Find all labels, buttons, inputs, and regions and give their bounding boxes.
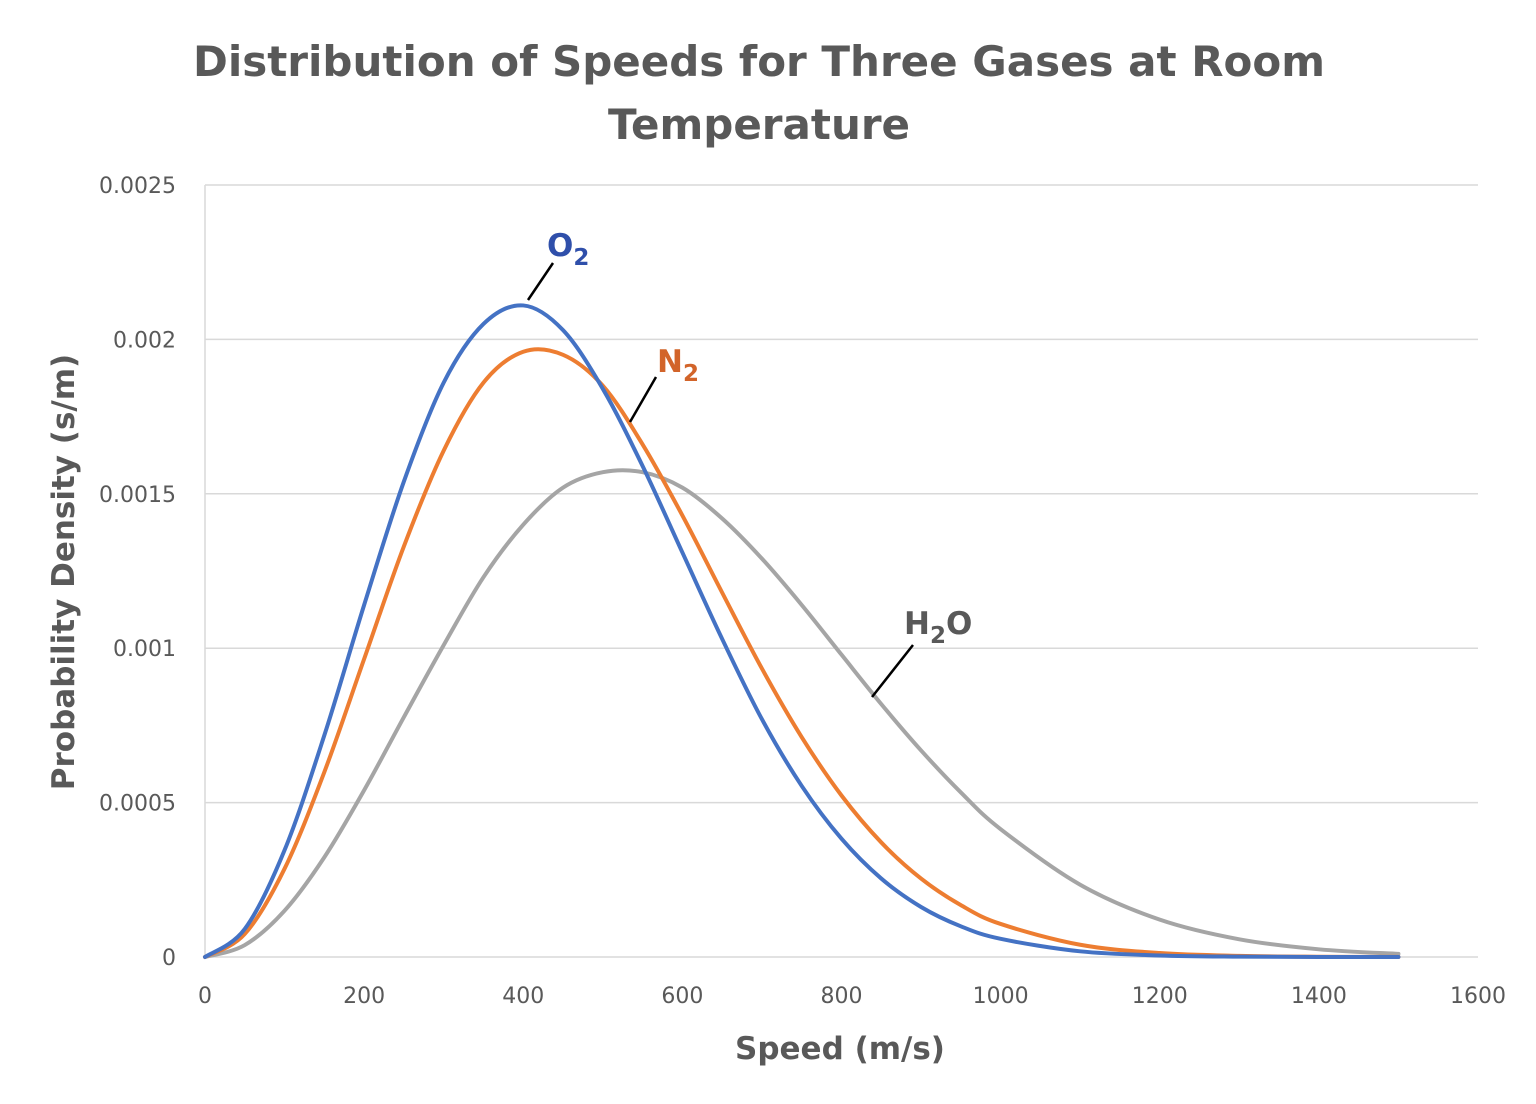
series-line-n2 — [203, 347, 1401, 959]
label-subscript: 2 — [930, 623, 946, 649]
gridlines — [204, 184, 1478, 958]
label-text: O — [547, 228, 573, 264]
x-tick-label: 200 — [343, 984, 385, 1009]
annotation-leader-line — [871, 644, 914, 698]
y-tick-label: 0.0025 — [99, 174, 176, 199]
annotation-leader-line — [628, 376, 658, 423]
series-label-o2: O2 — [547, 228, 589, 271]
label-text: N — [657, 344, 683, 380]
x-tick-label: 1200 — [1132, 984, 1188, 1009]
x-tick-label: 1600 — [1450, 984, 1506, 1009]
y-tick-label: 0.0005 — [99, 792, 176, 817]
chart-title-line-1: Distribution of Speeds for Three Gases a… — [193, 37, 1325, 86]
y-tick-labels: 0 0.0005 0.001 0.0015 0.002 0.0025 — [99, 174, 176, 971]
label-subscript: 2 — [683, 361, 699, 387]
series-lines — [203, 303, 1401, 959]
chart-title-line-2: Temperature — [608, 100, 910, 149]
x-tick-labels: 0 200 400 600 800 1000 1200 1400 1600 — [198, 984, 1506, 1009]
series-label-n2: N2 — [657, 344, 699, 387]
x-tick-label: 0 — [198, 984, 212, 1009]
y-tick-label: 0.002 — [113, 328, 176, 353]
x-tick-label: 400 — [502, 984, 544, 1009]
series-label-h2o: H2O — [904, 606, 972, 649]
y-tick-label: 0 — [162, 946, 176, 971]
x-tick-label: 600 — [661, 984, 703, 1009]
y-tick-label: 0.001 — [113, 637, 176, 662]
series-line-h2o — [203, 468, 1401, 959]
label-text: H — [904, 606, 930, 642]
x-axis-title: Speed (m/s) — [735, 1031, 945, 1067]
series-line-o2 — [203, 303, 1401, 959]
label-text-after: O — [946, 606, 972, 642]
x-tick-label: 800 — [821, 984, 863, 1009]
label-subscript: 2 — [573, 245, 589, 271]
y-tick-label: 0.0015 — [99, 483, 176, 508]
x-tick-label: 1000 — [973, 984, 1029, 1009]
annotation-leader-line — [526, 262, 555, 301]
x-tick-label: 1400 — [1291, 984, 1347, 1009]
y-axis-title: Probability Density (s/m) — [46, 354, 82, 790]
